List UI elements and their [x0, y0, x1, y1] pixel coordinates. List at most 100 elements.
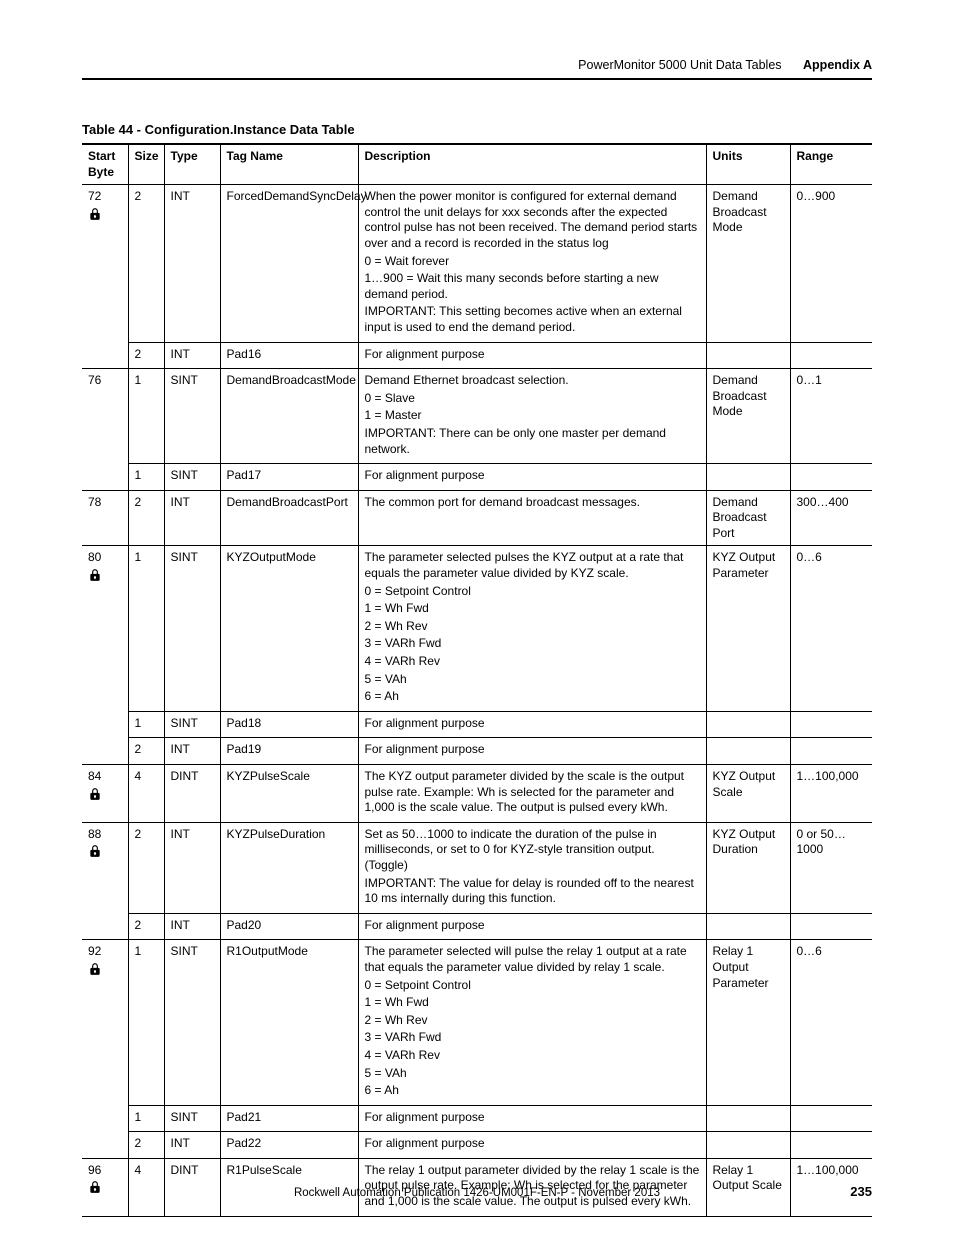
- cell-units: KYZ Output Scale: [706, 765, 790, 823]
- cell-tag-name: DemandBroadcastMode: [220, 369, 358, 464]
- col-size: Size: [128, 144, 164, 185]
- running-header: PowerMonitor 5000 Unit Data Tables Appen…: [82, 58, 872, 78]
- cell-range: [790, 1105, 872, 1132]
- desc-line: 0 = Setpoint Control: [365, 978, 700, 994]
- cell-range: [790, 1132, 872, 1159]
- table-row: 2INTPad20For alignment purpose: [82, 913, 872, 940]
- cell-description: The common port for demand broadcast mes…: [358, 490, 706, 546]
- table-row: 2INTPad19For alignment purpose: [82, 738, 872, 765]
- table-body: 722INTForcedDemandSyncDelayWhen the powe…: [82, 185, 872, 1216]
- cell-range: [790, 711, 872, 738]
- cell-range: [790, 738, 872, 765]
- cell-start-byte: 84: [82, 765, 128, 823]
- desc-line: For alignment purpose: [365, 468, 700, 484]
- cell-start-byte: [82, 1105, 128, 1132]
- data-table: Start Byte Size Type Tag Name Descriptio…: [82, 143, 872, 1217]
- cell-tag-name: KYZPulseDuration: [220, 822, 358, 913]
- publication-line: Rockwell Automation Publication 1426-UM0…: [82, 1187, 872, 1199]
- table-row: 1SINTPad18For alignment purpose: [82, 711, 872, 738]
- cell-size: 2: [128, 913, 164, 940]
- cell-tag-name: Pad16: [220, 342, 358, 369]
- desc-line: 6 = Ah: [365, 1083, 700, 1099]
- cell-tag-name: Pad17: [220, 464, 358, 491]
- cell-size: 2: [128, 185, 164, 342]
- cell-type: INT: [164, 185, 220, 342]
- cell-range: [790, 464, 872, 491]
- cell-description: The parameter selected will pulse the re…: [358, 940, 706, 1105]
- cell-units: Demand Broadcast Mode: [706, 185, 790, 342]
- desc-line: The KYZ output parameter divided by the …: [365, 769, 700, 816]
- cell-type: SINT: [164, 711, 220, 738]
- table-row: 2INTPad22For alignment purpose: [82, 1132, 872, 1159]
- cell-type: INT: [164, 822, 220, 913]
- desc-line: 2 = Wh Rev: [365, 1013, 700, 1029]
- desc-line: 3 = VARh Fwd: [365, 636, 700, 652]
- desc-line: 3 = VARh Fwd: [365, 1030, 700, 1046]
- cell-start-byte: 72: [82, 185, 128, 342]
- desc-line: 4 = VARh Rev: [365, 1048, 700, 1064]
- lock-icon: [88, 207, 122, 226]
- cell-range: 0…6: [790, 940, 872, 1105]
- cell-size: 2: [128, 822, 164, 913]
- cell-description: For alignment purpose: [358, 342, 706, 369]
- cell-units: Demand Broadcast Port: [706, 490, 790, 546]
- doc-section: PowerMonitor 5000 Unit Data Tables: [578, 58, 781, 72]
- cell-units: [706, 1132, 790, 1159]
- col-tag-name: Tag Name: [220, 144, 358, 185]
- cell-size: 1: [128, 369, 164, 464]
- desc-line: The parameter selected will pulse the re…: [365, 944, 700, 975]
- desc-line: 0 = Setpoint Control: [365, 584, 700, 600]
- table-row: 2INTPad16For alignment purpose: [82, 342, 872, 369]
- cell-size: 1: [128, 711, 164, 738]
- col-units: Units: [706, 144, 790, 185]
- cell-start-byte: [82, 464, 128, 491]
- cell-start-byte: [82, 913, 128, 940]
- cell-range: 0 or 50…1000: [790, 822, 872, 913]
- cell-size: 1: [128, 546, 164, 711]
- cell-description: For alignment purpose: [358, 1132, 706, 1159]
- cell-units: [706, 1105, 790, 1132]
- cell-units: [706, 342, 790, 369]
- cell-size: 2: [128, 1132, 164, 1159]
- cell-units: Demand Broadcast Mode: [706, 369, 790, 464]
- desc-line: IMPORTANT: This setting becomes active w…: [365, 304, 700, 335]
- cell-type: INT: [164, 913, 220, 940]
- desc-line: 1 = Wh Fwd: [365, 601, 700, 617]
- appendix-label: Appendix A: [803, 58, 872, 72]
- cell-type: DINT: [164, 765, 220, 823]
- cell-size: 2: [128, 738, 164, 765]
- desc-line: IMPORTANT: There can be only one master …: [365, 426, 700, 457]
- table-row: 1SINTPad17For alignment purpose: [82, 464, 872, 491]
- lock-icon: [88, 844, 122, 863]
- desc-line: 6 = Ah: [365, 689, 700, 705]
- cell-description: For alignment purpose: [358, 464, 706, 491]
- desc-line: The common port for demand broadcast mes…: [365, 495, 700, 511]
- lock-icon: [88, 962, 122, 981]
- cell-description: For alignment purpose: [358, 1105, 706, 1132]
- table-row: 844DINTKYZPulseScaleThe KYZ output param…: [82, 765, 872, 823]
- table-caption: Table 44 - Configuration.Instance Data T…: [82, 122, 872, 137]
- desc-line: 2 = Wh Rev: [365, 619, 700, 635]
- cell-range: 0…1: [790, 369, 872, 464]
- desc-line: 0 = Slave: [365, 391, 700, 407]
- cell-range: [790, 342, 872, 369]
- cell-range: 1…100,000: [790, 765, 872, 823]
- cell-start-byte: [82, 1132, 128, 1159]
- cell-tag-name: ForcedDemandSyncDelay: [220, 185, 358, 342]
- desc-line: For alignment purpose: [365, 347, 700, 363]
- cell-type: SINT: [164, 369, 220, 464]
- col-description: Description: [358, 144, 706, 185]
- col-range: Range: [790, 144, 872, 185]
- table-header-row: Start Byte Size Type Tag Name Descriptio…: [82, 144, 872, 185]
- cell-description: The KYZ output parameter divided by the …: [358, 765, 706, 823]
- cell-type: INT: [164, 490, 220, 546]
- cell-size: 2: [128, 490, 164, 546]
- table-row: 722INTForcedDemandSyncDelayWhen the powe…: [82, 185, 872, 342]
- cell-type: SINT: [164, 1105, 220, 1132]
- cell-start-byte: [82, 738, 128, 765]
- page: PowerMonitor 5000 Unit Data Tables Appen…: [0, 0, 954, 1235]
- desc-line: When the power monitor is configured for…: [365, 189, 700, 251]
- cell-start-byte: [82, 342, 128, 369]
- cell-range: 0…900: [790, 185, 872, 342]
- cell-description: Demand Ethernet broadcast selection.0 = …: [358, 369, 706, 464]
